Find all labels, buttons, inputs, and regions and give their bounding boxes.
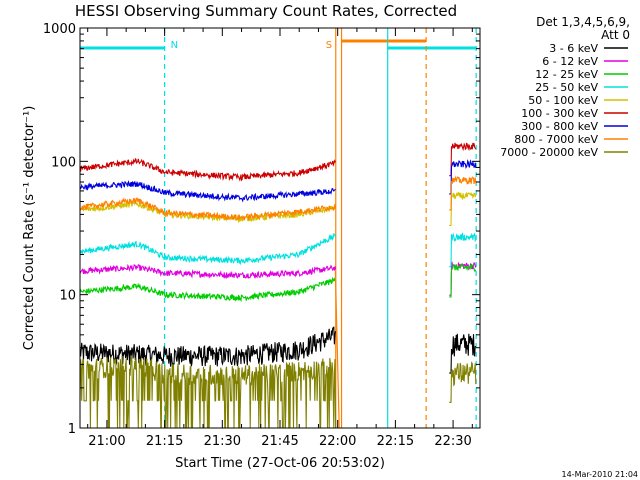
legend-label-0: 3 - 6 keV [549, 42, 598, 55]
y-tick-label: 1 [68, 422, 76, 437]
series-line-post-6 [449, 158, 477, 195]
y-tick-label: 10 [59, 289, 76, 304]
legend-label-4: 50 - 100 keV [528, 94, 598, 107]
legend-label-2: 12 - 25 keV [535, 68, 598, 81]
annotation-n: N [171, 40, 178, 51]
series-line-post-5 [449, 142, 477, 177]
legend-label-7: 800 - 7000 keV [514, 133, 598, 146]
x-tick-label: 21:45 [261, 434, 298, 449]
x-tick-label: 22:15 [377, 434, 414, 449]
series-line-post-2 [449, 263, 477, 298]
y-tick-label: 100 [51, 155, 76, 170]
x-tick-label: 22:00 [319, 434, 356, 449]
legend-label-5: 100 - 300 keV [521, 107, 598, 120]
series-line-7 [79, 197, 337, 221]
series-line-post-0 [449, 333, 476, 374]
annotation-s: S [326, 40, 332, 51]
plot-layer: N S 21:00 21:15 21:30 21:45 22:00 22:15 22:30 1 10… [43, 22, 628, 449]
series-line-post-8 [449, 361, 477, 403]
legend-header-line-1: Det 1,3,4,5,6,9, [536, 15, 630, 29]
x-tick-label: 21:30 [204, 434, 241, 449]
chart-title: HESSI Observing Summary Count Rates, Cor… [75, 2, 457, 20]
series-line-5 [79, 157, 337, 182]
x-axis-label: Start Time (27-Oct-06 20:53:02) [175, 456, 385, 471]
series-line-4 [79, 199, 337, 224]
legend-label-8: 7000 - 20000 keV [500, 146, 598, 159]
series-line-3 [79, 232, 337, 266]
edge-rise [334, 271, 340, 429]
legend-label-3: 25 - 50 keV [535, 81, 598, 94]
series-line-post-4 [449, 191, 477, 227]
x-tick-label: 21:15 [146, 434, 183, 449]
footer-date: 14-Mar-2010 21:04 [562, 470, 639, 479]
x-tick-label: 21:00 [88, 434, 125, 449]
series-line-1 [79, 263, 337, 280]
series-line-post-3 [449, 232, 477, 268]
legend-label-6: 300 - 800 keV [521, 120, 598, 133]
y-axis-label: Corrected Count Rate (s⁻¹ detector⁻¹) [22, 106, 37, 351]
legend-label-1: 6 - 12 keV [542, 55, 598, 68]
x-tick-label: 22:30 [434, 434, 471, 449]
series-line-0 [79, 326, 337, 367]
series-line-8 [79, 355, 337, 429]
series-line-6 [79, 180, 336, 203]
y-tick-label: 1000 [43, 22, 76, 37]
series-line-post-7 [449, 175, 477, 211]
legend-header-line-2: Att 0 [601, 28, 630, 42]
series-line-2 [79, 276, 337, 303]
